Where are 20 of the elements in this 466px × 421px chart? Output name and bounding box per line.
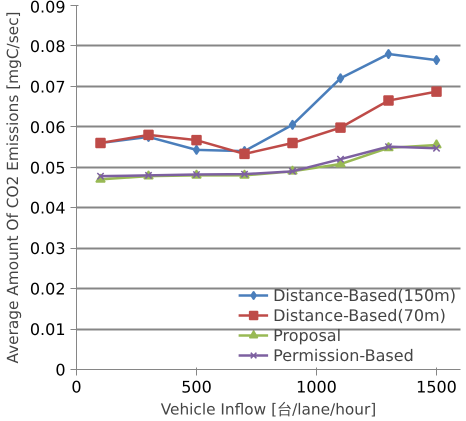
legend-label: Permission-Based [273,346,414,364]
legend-label: Distance-Based(150m) [273,286,456,304]
y-tick-label: 0.01 [30,320,66,340]
x-tick-label: 0 [71,378,82,396]
x-axis-title: Vehicle Inflow [台/lane/hour] [160,400,376,418]
y-axis-title: Average Amount Of CO2 Emissions [mgC/sec] [4,11,22,364]
x-tick-label: 1500 [416,378,457,396]
legend-label: Distance-Based(70m) [273,306,446,324]
y-tick-label: 0.02 [30,280,66,299]
x-tick-label: 500 [181,378,212,396]
y-tick-label: 0.09 [30,0,66,16]
y-tick-label: 0.03 [30,239,66,258]
y-tick-label: 0.08 [30,36,66,56]
y-tick-label: 0.04 [30,198,66,218]
y-tick-label: 0.05 [30,158,66,178]
legend-label: Proposal [273,326,342,344]
y-tick-label: 0 [55,360,66,380]
y-tick-label: 0.07 [30,77,66,96]
x-tick-label: 1000 [296,378,337,396]
y-tick-label: 0.06 [30,118,66,137]
